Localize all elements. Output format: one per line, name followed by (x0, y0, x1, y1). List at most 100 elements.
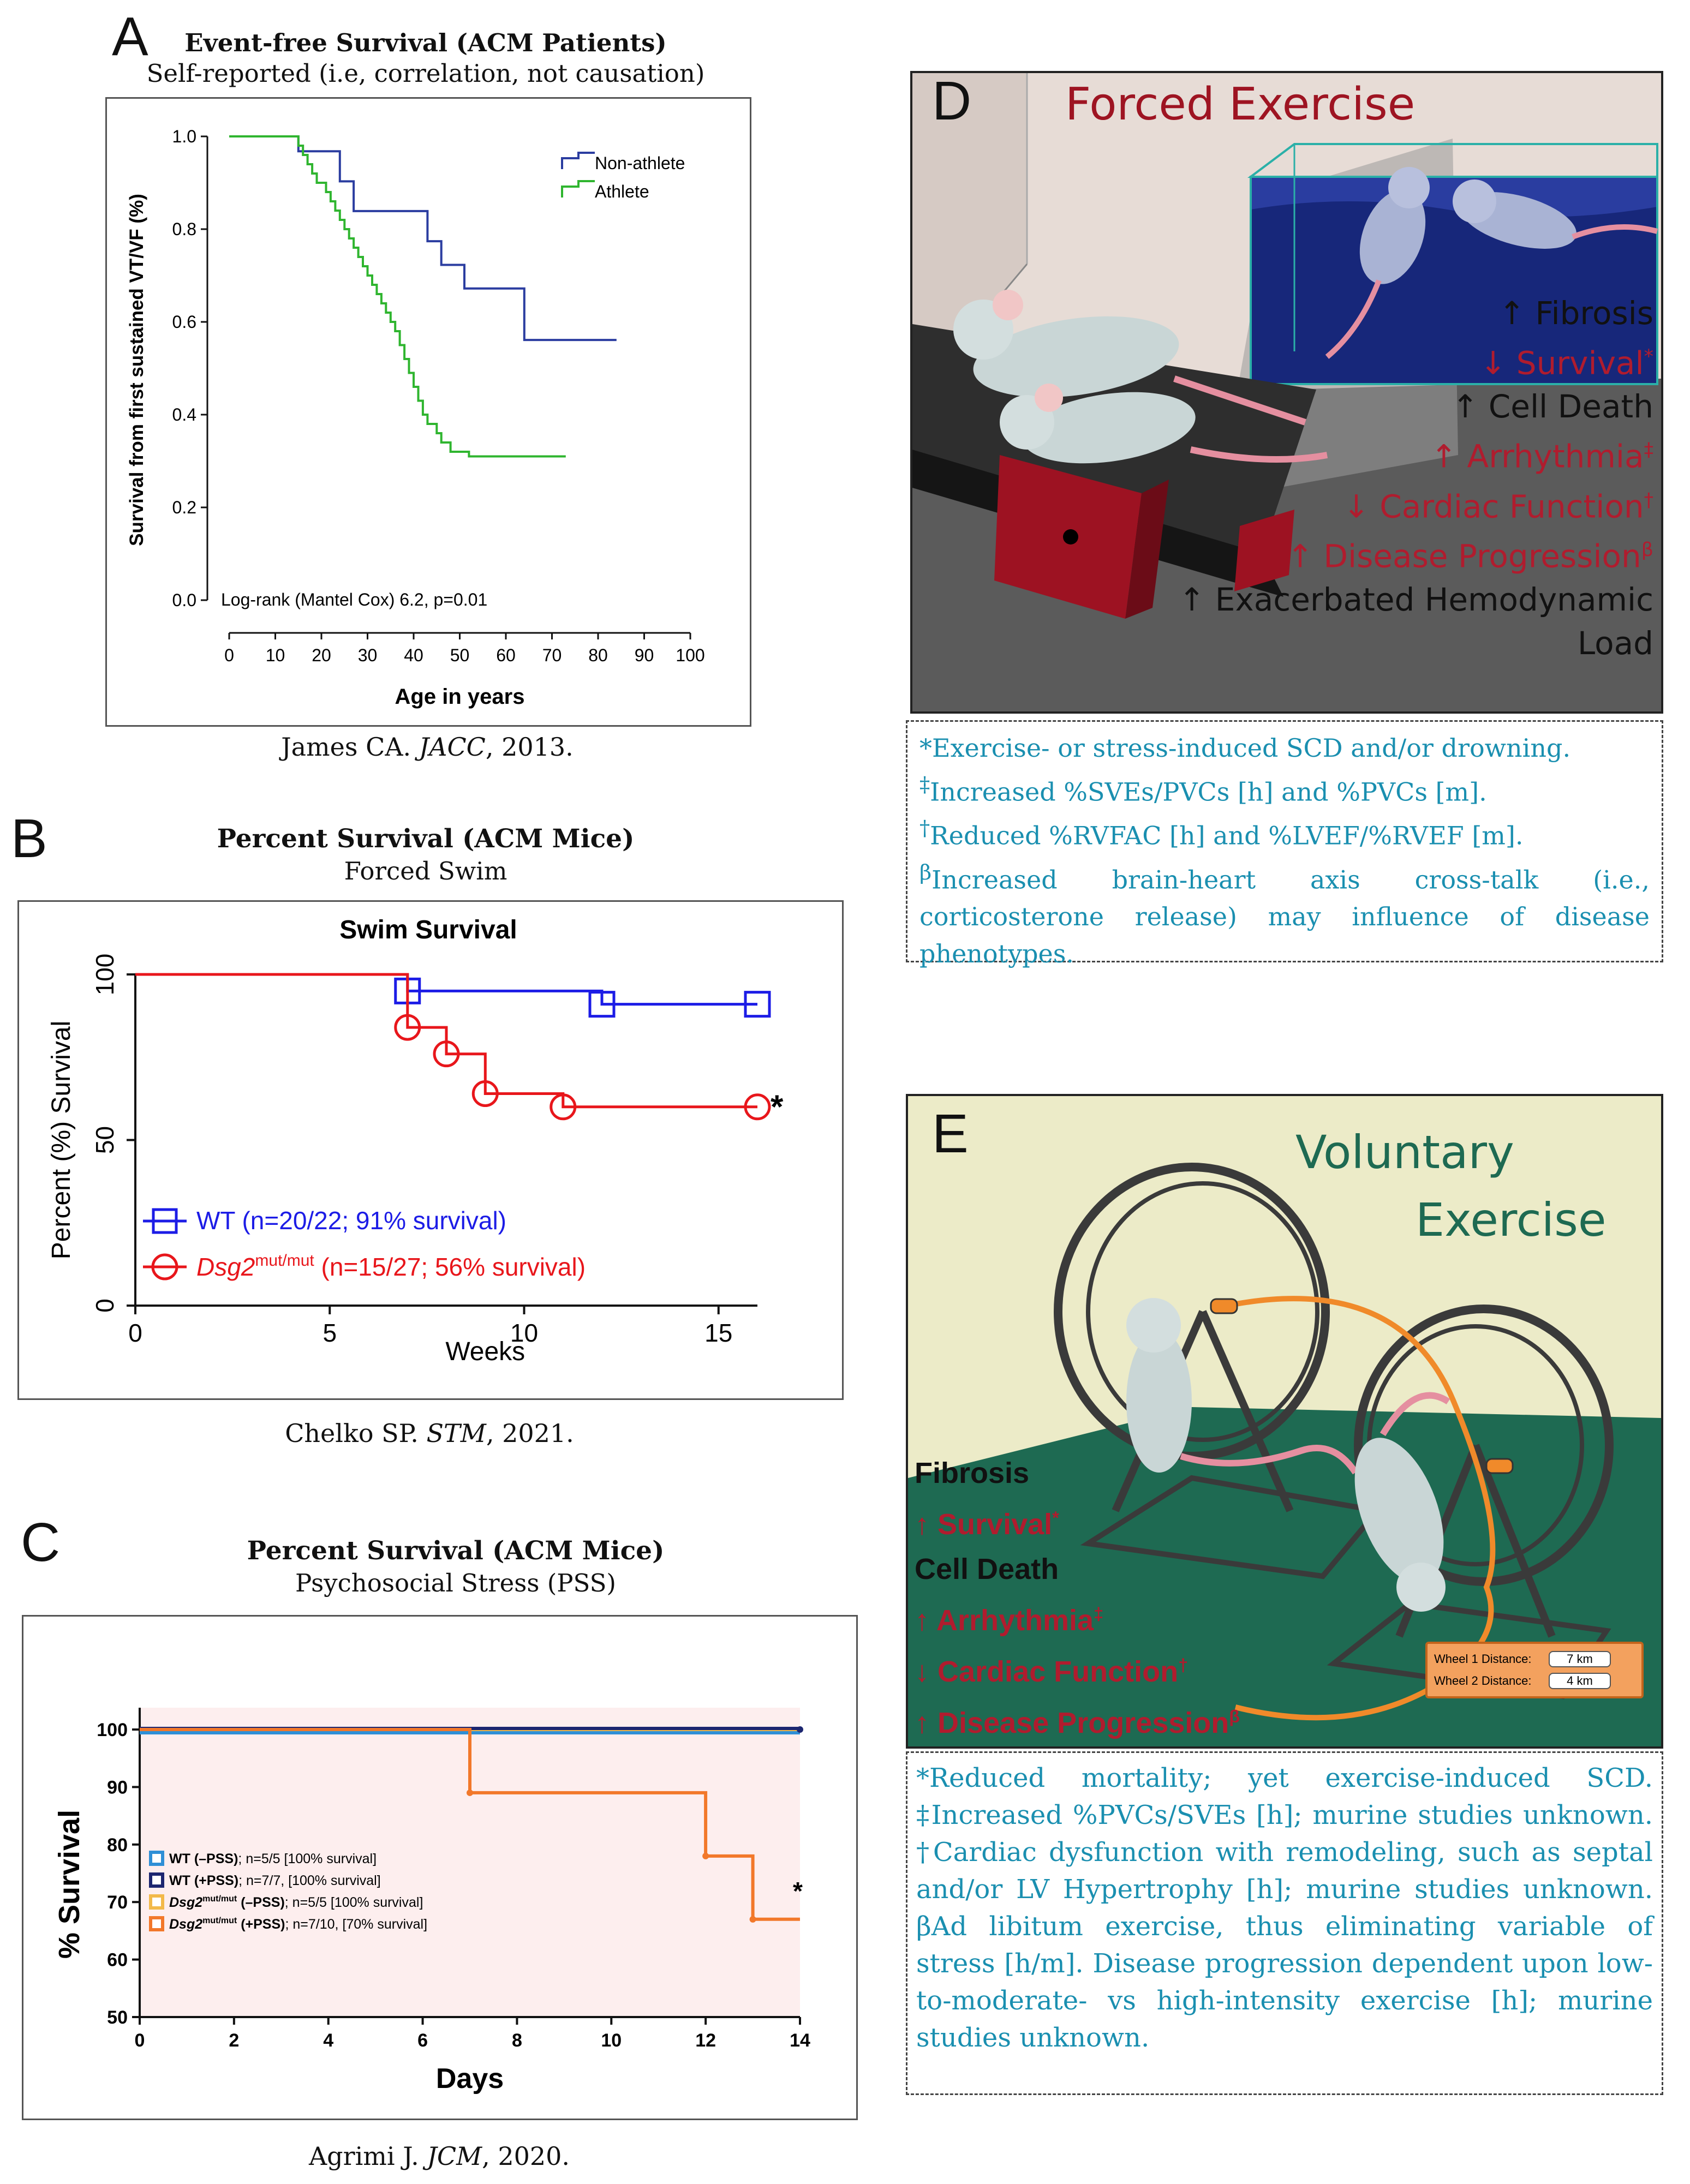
x-tick-label: 10 (601, 2030, 622, 2051)
y-axis-title: % Survival (53, 1810, 86, 1959)
effect-text: Cell Death (1488, 388, 1653, 426)
panel-a-frame (105, 97, 751, 727)
effect-arrow-icon: ↑ (915, 1707, 938, 1739)
wheel-distance-panel: Wheel 1 Distance: 7 km Wheel 2 Distance:… (1425, 1642, 1644, 1698)
effect-arrow-icon: ↑ (1178, 581, 1215, 619)
panel-e-heading-2: Exercise (1416, 1193, 1607, 1247)
legend-wt-label: WT (n=20/22; 91% survival) (196, 1206, 506, 1235)
legend-swatch (561, 152, 595, 169)
panel-d-label: D (932, 71, 972, 131)
effect-text: Survival (1516, 344, 1644, 382)
wheel-mice (1126, 1298, 1450, 1612)
dsg2-censor-mark (433, 1040, 460, 1068)
wt-censor-mark (744, 991, 771, 1018)
wheel2-value: 4 km (1549, 1673, 1611, 1689)
panel-a-citation: James CA. JACC, 2013. (281, 732, 574, 762)
swim-tank (1247, 143, 1658, 385)
y-tick-label: 100 (91, 954, 119, 996)
y-tick-label: 0.8 (172, 219, 196, 239)
effect-footnote-mark: β (1641, 538, 1653, 561)
effect-text: Exacerbated Hemodynamic Load (1215, 581, 1653, 662)
panel-a-subtitle: Self-reported (i.e, correlation, not cau… (146, 59, 705, 88)
annotation: Log-rank (Mantel Cox) 6.2, p=0.01 (221, 590, 487, 609)
panel-e-effect-fibrosis: Fibrosis (915, 1451, 1406, 1495)
chart-c: 50 60 70 80 90 100 0 2 4 6 8 10 12 14 Days % Survival * W… (53, 1708, 810, 2095)
panel-d-effect-disease-progression: ↑ Disease Progressionβ (1162, 528, 1653, 578)
x-tick-label: 50 (450, 645, 470, 665)
y-tick-label: 0 (91, 1299, 119, 1313)
panel-a-label: A (112, 6, 148, 67)
panel-d-effects: ↑ Fibrosis ↓ Survival* ↑ Cell Death ↑ Arrhy… (1162, 291, 1653, 665)
x-tick-label: 12 (695, 2030, 716, 2051)
y-axis-title: Percent (%) Survival (47, 1021, 76, 1259)
x-tick-label: 90 (635, 645, 654, 665)
wt-pss-end-point (797, 1726, 803, 1733)
effect-footnote-mark: * (1644, 346, 1653, 368)
legend-dsg2-marker (151, 1253, 178, 1281)
legend-marker (149, 1851, 164, 1866)
y-tick-label: 1.0 (172, 127, 196, 146)
x-tick-label: 70 (542, 645, 562, 665)
panel-c-citation: Agrimi J. JCM, 2020. (308, 2141, 570, 2171)
wt-censor-mark (588, 991, 616, 1018)
panel-e-effect-exacerbated-hemodynamic-load: ↑ Exacerbated Hemodynamic Load (915, 1745, 1406, 1746)
x-tick-label: 40 (404, 645, 423, 665)
x-tick-label: 6 (417, 2030, 428, 2051)
effect-text: Arrhythmia (936, 1604, 1094, 1637)
series-3-line (140, 1728, 800, 1921)
series-non-athlete-line (229, 135, 617, 342)
y-tick-label: 50 (91, 1126, 119, 1154)
panel-c-title: Percent Survival (ACM Mice) (247, 1536, 665, 1566)
effect-text: Disease Progression (937, 1707, 1229, 1739)
legend-marker (149, 1872, 164, 1888)
effect-text: Cardiac Function (937, 1655, 1179, 1688)
effect-arrow-icon: ↑ (1287, 537, 1324, 575)
treadmill-mice (953, 290, 1328, 464)
series-wt-line (135, 973, 757, 1006)
effect-footnote-mark: β (1229, 1707, 1240, 1726)
effect-arrow-icon: ↓ (1343, 487, 1380, 525)
legend-label: Non-athlete (595, 153, 685, 173)
y-tick-label: 90 (107, 1777, 128, 1798)
effect-text: Disease Progression (1323, 537, 1641, 575)
legend-wt-marker (152, 1208, 178, 1234)
y-tick-label: 0.6 (172, 312, 196, 332)
legend-label: Dsg2mut/mut (+PSS); n=7/10, [70% surviva… (169, 1916, 427, 1932)
x-tick-label: 2 (229, 2030, 239, 2051)
significance-star: * (771, 1088, 784, 1125)
wheel1-value: 7 km (1549, 1651, 1611, 1667)
panel-d-notes: *Exercise- or stress-induced SCD and/or … (906, 720, 1663, 968)
y-tick-label: 50 (107, 2007, 128, 2028)
panel-e-notes: *Reduced mortality; yet exercise-induced… (906, 1751, 1663, 2095)
legend-label: Dsg2mut/mut (–PSS); n=5/5 [100% survival… (169, 1894, 423, 1910)
legend-label: WT (+PSS); n=7/7, [100% survival] (169, 1873, 381, 1888)
x-tick-label: 80 (588, 645, 608, 665)
x-tick-label: 30 (358, 645, 378, 665)
panel-b-title: Percent Survival (ACM Mice) (217, 824, 635, 854)
x-tick-label: 0 (128, 1319, 142, 1347)
y-tick-label: 80 (107, 1835, 128, 1856)
dsg2-pss-step-point (467, 1789, 473, 1796)
effect-text: Arrhythmia (1467, 438, 1644, 475)
dsg2-censor-mark (394, 1014, 421, 1041)
panel-c-label: C (21, 1512, 61, 1573)
x-tick-label: 5 (323, 1319, 337, 1347)
legend-label: WT (–PSS); n=5/5 [100% survival] (169, 1851, 377, 1866)
legend-label: Athlete (595, 182, 649, 201)
y-axis-title: Survival from first sustained VT/VF (%) (126, 194, 147, 546)
x-tick-label: 10 (510, 1319, 538, 1347)
panel-e-heading-1: Voluntary (1295, 1126, 1514, 1179)
panel-d-effect-survival: ↓ Survival* (1162, 335, 1653, 385)
effect-footnote-mark: † (1644, 489, 1653, 511)
x-axis-title: Age in years (395, 685, 525, 709)
panel-d-effect-arrhythmia: ↑ Arrhythmia‡ (1162, 428, 1653, 478)
panel-b-citation: Chelko SP. STM, 2021. (285, 1419, 574, 1448)
panel-e-effects: Fibrosis ↑ Survival* Cell Death ↑ Arrhythmi… (915, 1451, 1406, 1746)
wheel1-label: Wheel 1 Distance: (1434, 1652, 1532, 1666)
x-axis-title: Days (436, 2063, 504, 2095)
effect-arrow-icon: ↓ (915, 1655, 938, 1688)
effect-text: Survival (937, 1508, 1053, 1541)
chart-a: 0.0 0.2 0.4 0.6 0.8 1.0 0 10 20 30 40 50 60 70 80 90 100… (126, 127, 705, 709)
panel-e-effect-cardiac-function: ↓ Cardiac Function† (915, 1643, 1406, 1694)
panel-d-effect-fibrosis: ↑ Fibrosis (1162, 291, 1653, 335)
